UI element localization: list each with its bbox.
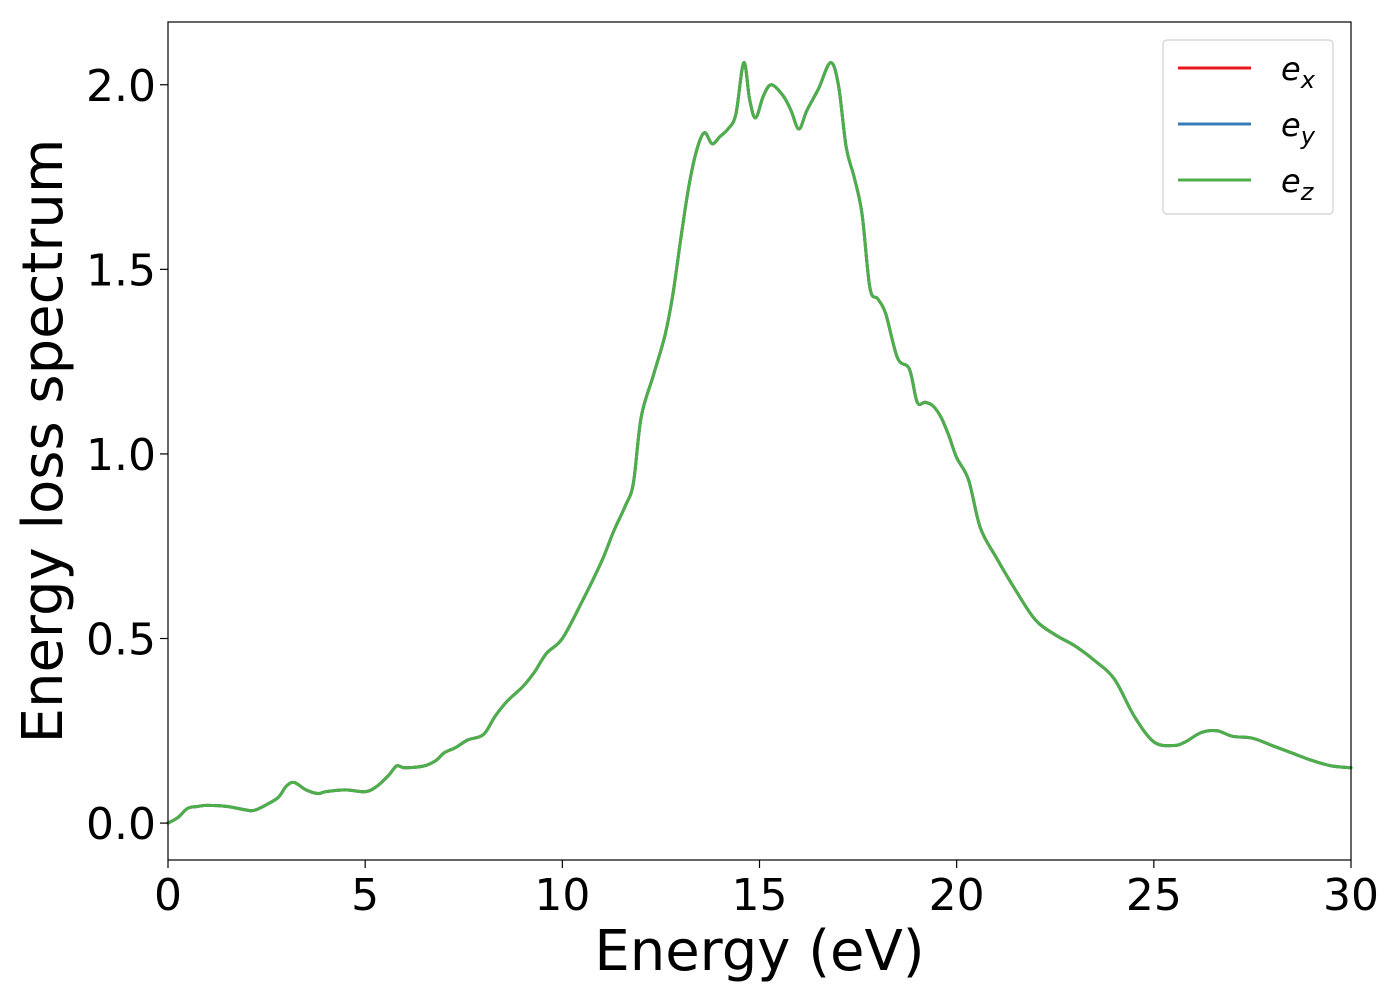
legend-label-e-x: ex [1281, 50, 1316, 94]
legend-frame [1162, 39, 1334, 215]
series-line-e-z [166, 61, 1353, 825]
y-axis-ticks: 0.0 0.5 1.0 1.5 2.0 [86, 61, 168, 850]
y-tick-label: 2.0 [86, 61, 156, 112]
x-tick-label: 25 [1126, 870, 1182, 921]
x-axis-title: Energy (eV) [594, 919, 924, 984]
legend-label-e-z: ez [1281, 162, 1315, 206]
series-layer [166, 61, 1353, 825]
legend-label-e-y: ey [1281, 106, 1316, 150]
x-tick-label: 30 [1323, 870, 1379, 921]
y-tick-label: 0.5 [86, 615, 156, 666]
y-axis-title: Energy loss spectrum [11, 139, 76, 744]
y-tick-label: 1.5 [86, 245, 156, 296]
x-tick-label: 20 [929, 870, 985, 921]
x-tick-label: 5 [351, 870, 379, 921]
y-tick-label: 1.0 [86, 430, 156, 481]
x-tick-label: 0 [154, 870, 182, 921]
x-tick-label: 15 [732, 870, 788, 921]
y-tick-label: 0.0 [86, 799, 156, 850]
legend: ex ey ez [1162, 39, 1334, 215]
x-axis-ticks: 0 5 10 15 20 25 30 [154, 860, 1379, 921]
x-tick-label: 10 [534, 870, 590, 921]
